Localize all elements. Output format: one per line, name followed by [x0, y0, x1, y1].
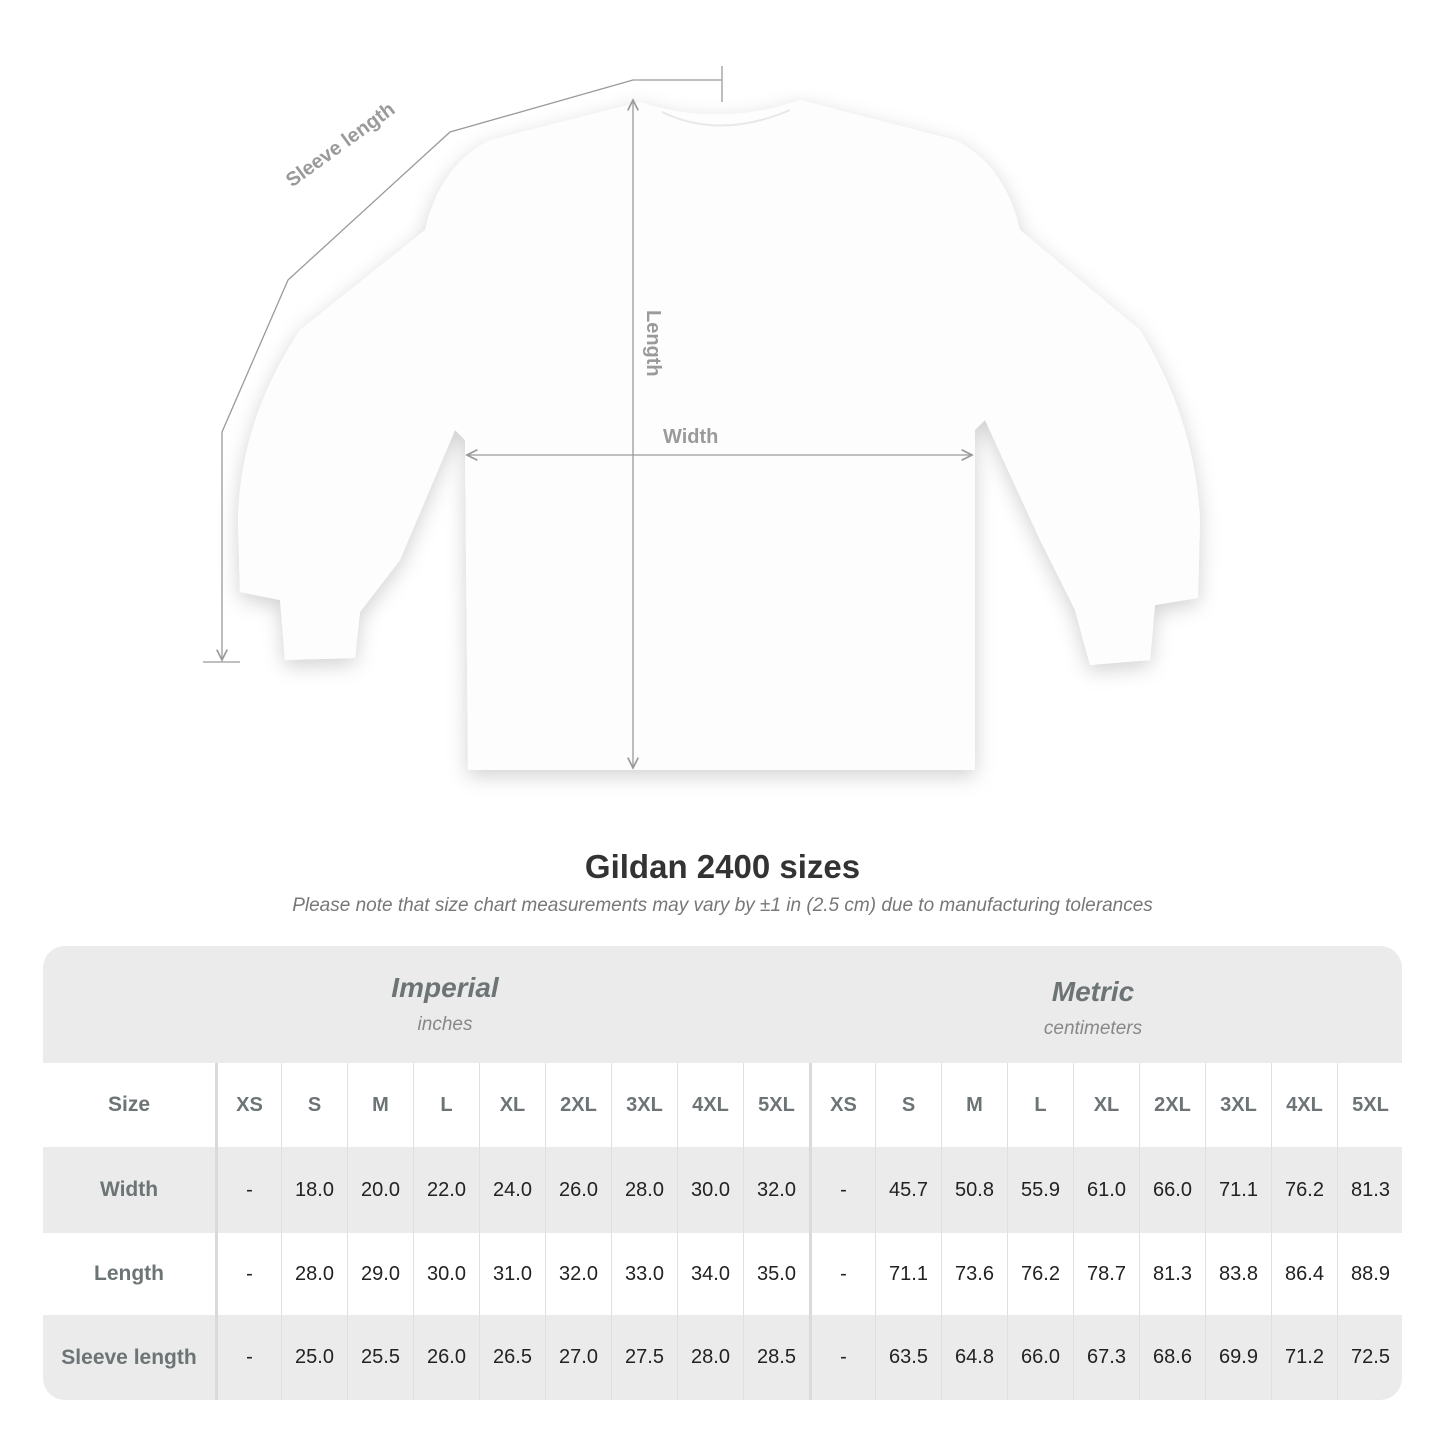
size-chart: Imperial inches Metric centimeters Size X…	[43, 946, 1402, 1400]
imperial-size-header: XS	[215, 1063, 281, 1147]
metric-unit: centimeters	[1043, 1018, 1143, 1039]
imperial-value-cell: -	[215, 1147, 281, 1233]
imperial-value-cell: 28.0	[677, 1315, 743, 1400]
row-label: Length	[94, 1262, 164, 1285]
imperial-size-header: S	[281, 1063, 347, 1147]
metric-title: Metric	[1051, 976, 1135, 1007]
imperial-title: Imperial	[391, 972, 499, 1003]
metric-value-cell: 69.9	[1205, 1315, 1271, 1400]
imperial-value-cell: 32.0	[743, 1147, 809, 1233]
imperial-value-cell: 28.5	[743, 1315, 809, 1400]
metric-size-header: XL	[1073, 1063, 1139, 1147]
metric-value-cell: 50.8	[941, 1147, 1007, 1233]
imperial-value-cell: 30.0	[413, 1233, 479, 1315]
metric-value-cell: 66.0	[1139, 1147, 1205, 1233]
metric-value-cell: 55.9	[1007, 1147, 1073, 1233]
imperial-value-cell: -	[215, 1233, 281, 1315]
imperial-size-header: 3XL	[611, 1063, 677, 1147]
imperial-size-header: 2XL	[545, 1063, 611, 1147]
metric-size-header: L	[1007, 1063, 1073, 1147]
metric-value-cell: 71.1	[875, 1233, 941, 1315]
imperial-value-cell: 34.0	[677, 1233, 743, 1315]
width-label: Width	[663, 426, 719, 448]
table-row: Sleeve length -25.0 25.5 26.0 26.5 27.0 27.5 28…	[43, 1315, 1402, 1400]
imperial-value-cell: 28.0	[281, 1233, 347, 1315]
imperial-value-cell: 18.0	[281, 1147, 347, 1233]
table-row: Length -28.0 29.0 30.0 31.0 32.0 33.0 34.0 35.0-…	[43, 1233, 1402, 1315]
tolerance-note: Please note that size chart measurements…	[292, 895, 1153, 916]
metric-value-cell: -	[809, 1233, 875, 1315]
shirt-diagram	[203, 66, 1200, 770]
imperial-value-cell: 26.0	[413, 1315, 479, 1400]
imperial-unit: inches	[417, 1014, 473, 1035]
imperial-size-header: 4XL	[677, 1063, 743, 1147]
imperial-value-cell: 25.5	[347, 1315, 413, 1400]
size-header-label: Size	[107, 1093, 151, 1116]
imperial-value-cell: 29.0	[347, 1233, 413, 1315]
imperial-value-cell: 27.0	[545, 1315, 611, 1400]
imperial-value-cell: 31.0	[479, 1233, 545, 1315]
metric-size-header: 5XL	[1337, 1063, 1402, 1147]
imperial-size-header: L	[413, 1063, 479, 1147]
metric-value-cell: 73.6	[941, 1233, 1007, 1315]
imperial-size-header: M	[347, 1063, 413, 1147]
imperial-value-cell: 33.0	[611, 1233, 677, 1315]
imperial-value-cell: 32.0	[545, 1233, 611, 1315]
imperial-value-cell: -	[215, 1315, 281, 1400]
metric-value-cell: 88.9	[1337, 1233, 1402, 1315]
row-label: Sleeve length	[61, 1345, 197, 1369]
metric-value-cell: 63.5	[875, 1315, 941, 1400]
length-label: Length	[642, 310, 664, 377]
metric-header: Metric centimeters	[863, 976, 1323, 1040]
metric-value-cell: 83.8	[1205, 1233, 1271, 1315]
unit-header-band	[43, 946, 1402, 1063]
imperial-value-cell: 25.0	[281, 1315, 347, 1400]
metric-size-header: 3XL	[1205, 1063, 1271, 1147]
imperial-value-cell: 35.0	[743, 1233, 809, 1315]
metric-size-header: 4XL	[1271, 1063, 1337, 1147]
imperial-header: Imperial inches	[215, 972, 675, 1036]
metric-value-cell: 78.7	[1073, 1233, 1139, 1315]
imperial-value-cell: 24.0	[479, 1147, 545, 1233]
imperial-value-cell: 27.5	[611, 1315, 677, 1400]
metric-value-cell: 66.0	[1007, 1315, 1073, 1400]
metric-value-cell: 76.2	[1271, 1147, 1337, 1233]
metric-value-cell: -	[809, 1315, 875, 1400]
metric-value-cell: 67.3	[1073, 1315, 1139, 1400]
imperial-value-cell: 20.0	[347, 1147, 413, 1233]
metric-value-cell: 76.2	[1007, 1233, 1073, 1315]
metric-value-cell: 61.0	[1073, 1147, 1139, 1233]
imperial-value-cell: 30.0	[677, 1147, 743, 1233]
row-label: Width	[99, 1178, 159, 1201]
long-sleeve-shirt	[238, 100, 1200, 770]
sleeve-length-line	[222, 79, 722, 660]
metric-size-header: S	[875, 1063, 941, 1147]
metric-value-cell: 68.6	[1139, 1315, 1205, 1400]
imperial-value-cell: 26.5	[479, 1315, 545, 1400]
metric-value-cell: 64.8	[941, 1315, 1007, 1400]
imperial-value-cell: 28.0	[611, 1147, 677, 1233]
metric-value-cell: 72.5	[1337, 1315, 1402, 1400]
metric-size-header: XS	[809, 1063, 875, 1147]
metric-size-header: 2XL	[1139, 1063, 1205, 1147]
imperial-value-cell: 22.0	[413, 1147, 479, 1233]
metric-value-cell: 81.3	[1139, 1233, 1205, 1315]
page-title: Gildan 2400 sizes	[584, 848, 861, 885]
metric-value-cell: 45.7	[875, 1147, 941, 1233]
metric-value-cell: 71.2	[1271, 1315, 1337, 1400]
metric-value-cell: 81.3	[1337, 1147, 1402, 1233]
metric-size-header: M	[941, 1063, 1007, 1147]
imperial-value-cell: 26.0	[545, 1147, 611, 1233]
size-header-row: Size XS S M L XL 2XL 3XL 4XL 5XL XS S M L XL 2XL 3XL 4XL 5…	[43, 1063, 1402, 1147]
table-row: Width -18.0 20.0 22.0 24.0 26.0 28.0 30.0 32.0-4…	[43, 1147, 1402, 1233]
imperial-size-header: XL	[479, 1063, 545, 1147]
metric-value-cell: 71.1	[1205, 1147, 1271, 1233]
metric-value-cell: -	[809, 1147, 875, 1233]
imperial-size-header: 5XL	[743, 1063, 809, 1147]
metric-value-cell: 86.4	[1271, 1233, 1337, 1315]
